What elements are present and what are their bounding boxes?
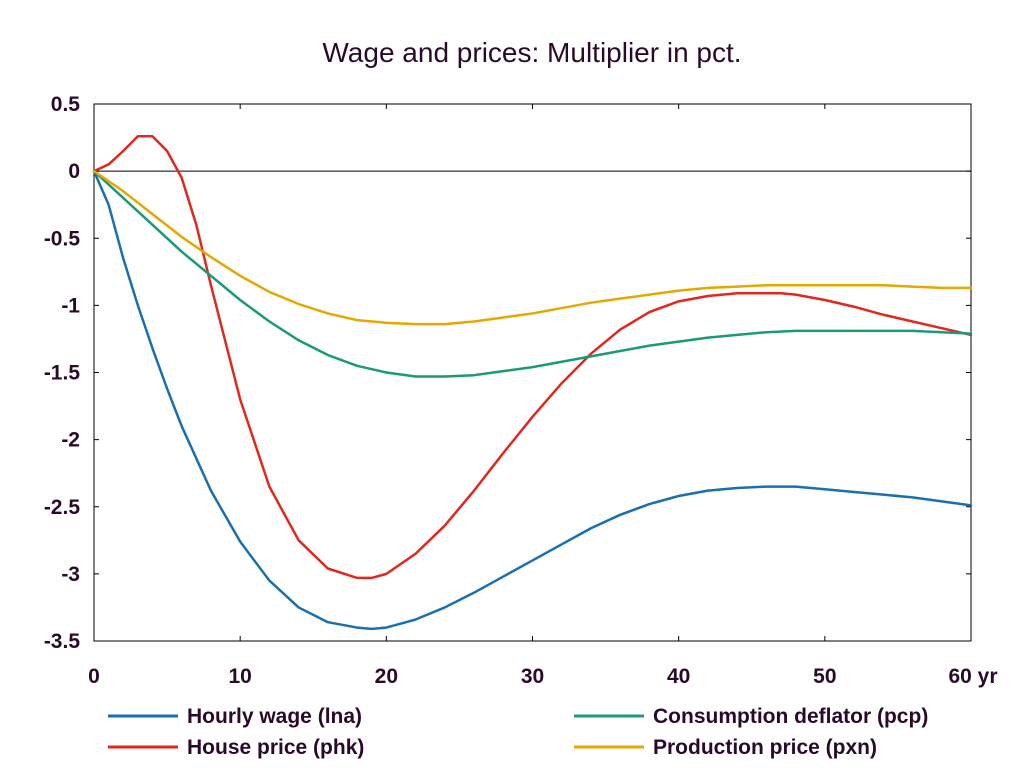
legend: Hourly wage (lna) Consumption deflator (p… [108,705,928,759]
x-tick-label: 30 [521,665,544,688]
x-tick-label: 10 [228,665,251,688]
series-line-3 [92,169,973,378]
legend-label: House price (phk) [187,736,364,759]
x-tick-label: 0 [88,665,100,688]
y-tick-label: 0.5 [51,93,81,116]
series-lines [92,134,973,631]
y-tick-label: -3 [61,563,80,586]
y-tick-label: -2.5 [44,496,81,519]
axis-ticks [93,103,972,642]
y-tick-label: 0 [68,160,80,183]
x-tick-label: 60 yr [948,665,997,688]
series-line-1 [92,169,973,631]
y-tick-label: -1.5 [44,362,81,385]
series-line-4 [92,169,973,326]
chart-title: Wage and prices: Multiplier in pct. [322,37,741,68]
legend-label: Consumption deflator (pcp) [653,705,928,728]
plot-area [93,103,972,642]
x-tick-label: 50 [813,665,836,688]
series-line-2 [92,134,973,580]
x-tick-label: 40 [667,665,690,688]
legend-label: Hourly wage (lna) [187,705,362,728]
axis-labels: 0.5 0 -0.5 -1 -1.5 -2 -2.5 -3 -3.5 0 10 20 30 40 50 60 … [44,93,998,688]
x-tick-label: 20 [375,665,398,688]
legend-label: Production price (pxn) [653,736,877,759]
y-tick-label: -3.5 [44,630,81,653]
y-tick-label: -2 [61,429,80,452]
y-tick-label: -1 [61,294,80,317]
y-tick-label: -0.5 [44,227,81,250]
